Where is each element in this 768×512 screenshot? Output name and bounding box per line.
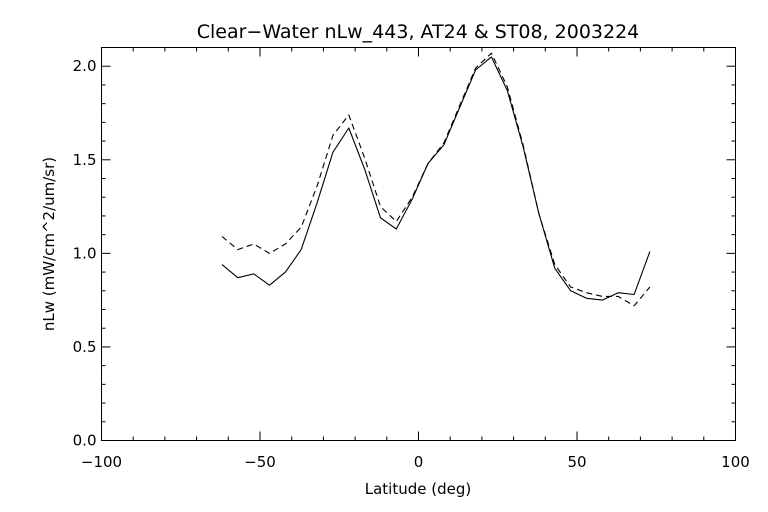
x-tick-label: 0 [414,453,424,471]
x-tick-label: −50 [244,453,276,471]
x-tick-label: 100 [721,453,750,471]
x-tick-label: 50 [567,453,586,471]
y-axis-label: nLw (mW/cm^2/um/sr) [40,157,58,331]
dashed-series-line [221,52,651,307]
y-tick-label: 2.0 [73,57,97,75]
chart-title: Clear−Water nLw_443, AT24 & ST08, 200322… [197,21,640,43]
series-lines [221,52,651,307]
axis-ticks [101,47,736,441]
y-tick-label: 0.0 [73,432,97,450]
y-tick-label: 0.5 [73,338,97,356]
y-tick-label: 1.0 [73,244,97,262]
y-tick-label: 1.5 [73,151,97,169]
axis-tick-labels: −100 −50 0 50 100 0.0 0.5 1.0 1.5 2.0 [73,57,750,471]
solid-series-line [221,56,651,301]
x-tick-label: −100 [81,453,122,471]
x-axis-label: Latitude (deg) [365,480,471,498]
plot-frame [101,47,736,441]
